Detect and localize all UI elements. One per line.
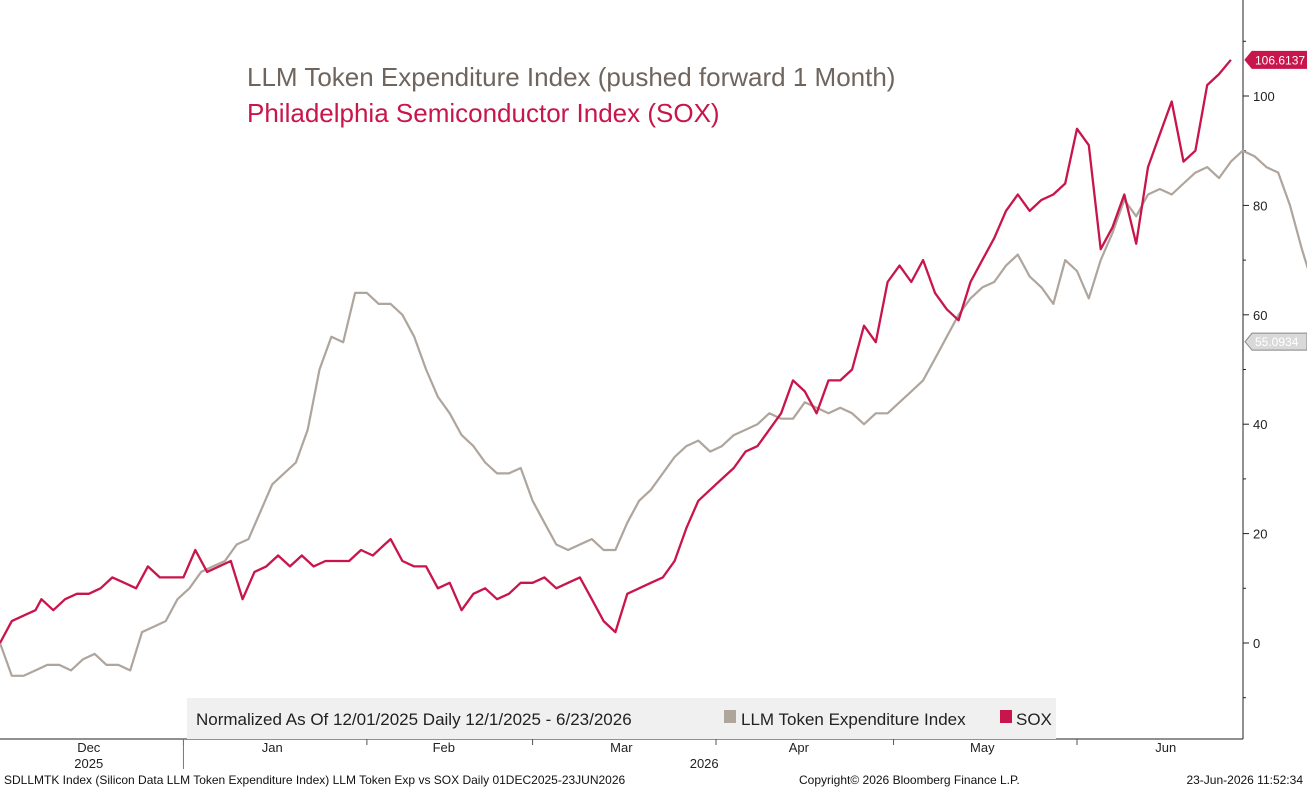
legend: Normalized As Of 12/01/2025 Daily 12/1/2… [187,698,1056,739]
x-tick-label: Jan [262,740,283,755]
legend-label-sox: SOX [1016,710,1052,729]
x-year-label: 2026 [690,756,719,771]
chart-title-block: LLM Token Expenditure Index (pushed forw… [247,62,895,128]
x-tick-label: Dec [77,740,101,755]
y-tick-label: 100 [1253,89,1275,104]
sox-last-value-badge [1244,50,1307,69]
sox-last-value-label: 106.6137 [1255,53,1305,67]
x-tick-label: Jun [1155,740,1176,755]
y-tick-label: 20 [1253,527,1267,542]
llm-token-index-line [0,149,1307,677]
chart-subtitle: Philadelphia Semiconductor Index (SOX) [247,98,720,128]
footer: SDLLMTK Index (Silicon Data LLM Token Ex… [4,773,1303,787]
llm-last-value-badge [1244,332,1307,351]
y-tick-label: 60 [1253,308,1267,323]
x-tick-label: Mar [610,740,633,755]
footer-copyright: Copyright© 2026 Bloomberg Finance L.P. [799,773,1020,787]
footer-source: SDLLMTK Index (Silicon Data LLM Token Ex… [4,773,626,787]
sox-line [0,59,1232,644]
y-tick-label: 80 [1253,198,1267,213]
chart-title: LLM Token Expenditure Index (pushed forw… [247,62,895,92]
legend-label-llm: LLM Token Expenditure Index [741,710,966,729]
x-tick-label: Feb [433,740,455,755]
y-tick-label: 0 [1253,636,1260,651]
llm-last-value-label: 55.0934 [1255,335,1299,349]
legend-swatch-llm [724,710,736,723]
series-group [0,59,1307,677]
legend-background [187,698,1056,739]
legend-prefix: Normalized As Of 12/01/2025 Daily 12/1/2… [196,710,632,729]
x-year-label: 2025 [74,756,103,771]
y-tick-label: 40 [1253,417,1267,432]
last-value-badges: 55.0934 106.6137 [1244,50,1307,351]
x-tick-label: May [970,740,995,755]
footer-timestamp: 23-Jun-2026 11:52:34 [1186,773,1303,787]
x-tick-label: Apr [789,740,810,755]
legend-swatch-sox [1000,710,1012,723]
